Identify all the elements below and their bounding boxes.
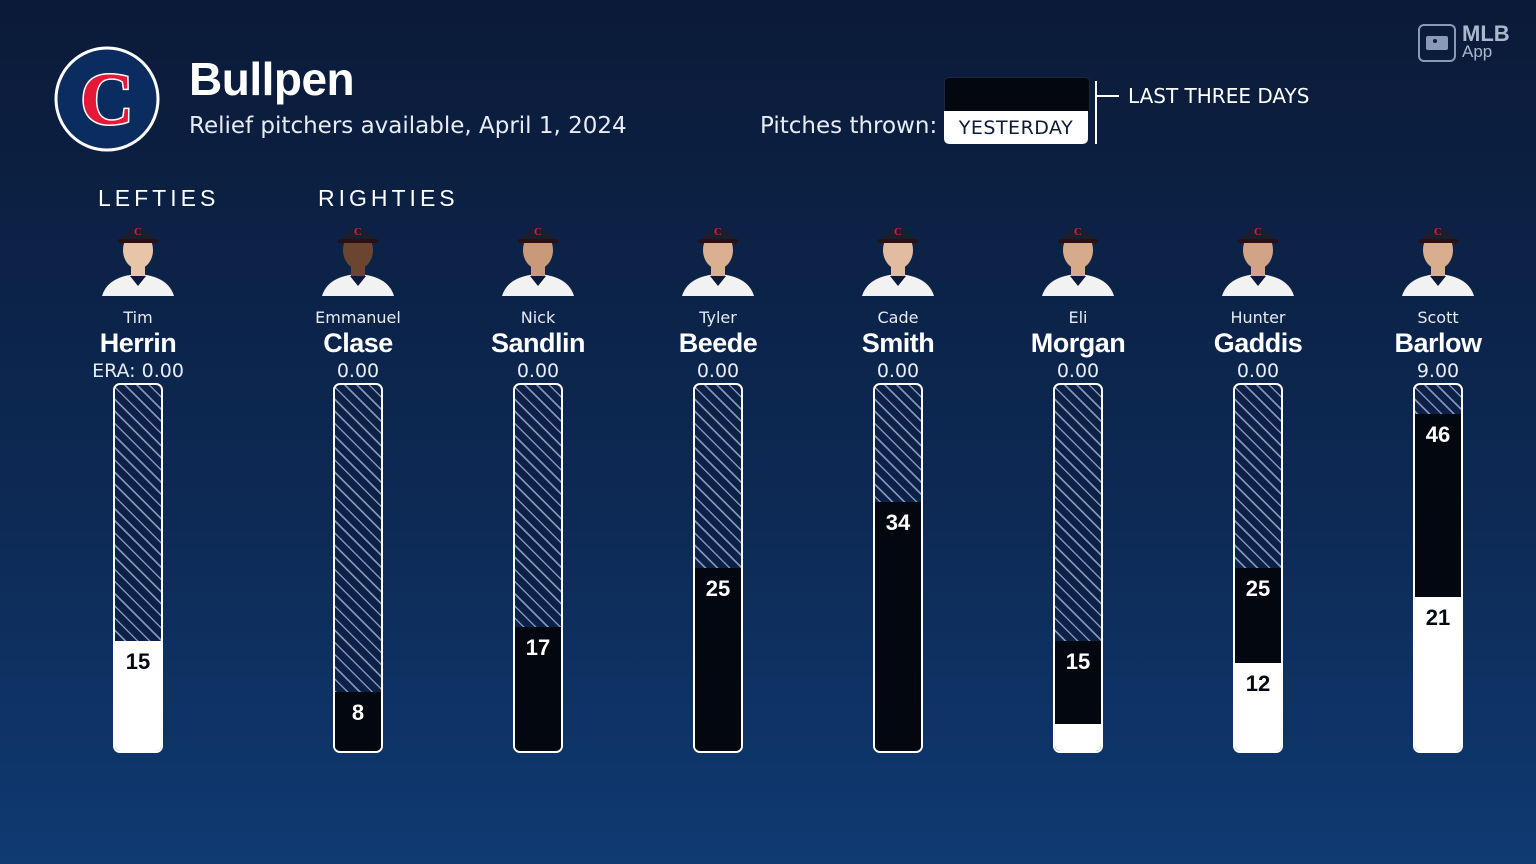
bar-label-yesterday: 15 bbox=[125, 649, 151, 675]
svg-text:C: C bbox=[714, 226, 722, 238]
player-gaddis: C Hunter Gaddis 0.00 bbox=[1173, 214, 1343, 384]
player-last-name: Clase bbox=[323, 328, 393, 358]
bar-segment-three-days bbox=[1235, 568, 1281, 664]
bar-segment-three-days bbox=[695, 568, 741, 751]
player-first-name: Tyler bbox=[699, 308, 737, 327]
mlb-app-brand: MLB App bbox=[1418, 21, 1510, 62]
bar-label-three-days: 8 bbox=[351, 700, 365, 726]
bar-segment-yesterday bbox=[1055, 724, 1101, 751]
player-first-name: Eli bbox=[1068, 308, 1088, 327]
svg-text:C: C bbox=[894, 226, 902, 238]
bar-segment-three-days bbox=[515, 626, 561, 751]
player-photo: C bbox=[1402, 226, 1474, 296]
player-beede: C Tyler Beede 0.00 bbox=[633, 214, 803, 384]
svg-text:C: C bbox=[134, 226, 142, 238]
player-photo: C bbox=[862, 226, 934, 296]
legend-swatch-yesterday: YESTERDAY bbox=[944, 111, 1088, 144]
player-era: 0.00 bbox=[1236, 360, 1280, 382]
bar-label-three-days: 46 bbox=[1425, 422, 1451, 448]
svg-text:C: C bbox=[354, 226, 362, 238]
team-logo: C bbox=[54, 46, 160, 152]
bar-segment-three-days bbox=[875, 502, 921, 751]
svg-text:C: C bbox=[534, 226, 542, 238]
mlb-brand-line1: MLB bbox=[1462, 21, 1510, 46]
player-first-name: Tim bbox=[123, 308, 153, 327]
legend-label: Pitches thrown: bbox=[760, 113, 938, 139]
legend-swatch-three-days bbox=[944, 77, 1090, 112]
player-photo: C bbox=[102, 226, 174, 296]
player-era: 9.00 bbox=[1416, 360, 1460, 382]
bar-label-three-days: 25 bbox=[705, 576, 731, 601]
pitch-bar-clase: 8 bbox=[333, 383, 383, 753]
player-barlow: C Scott Barlow 9.00 bbox=[1353, 214, 1523, 384]
player-last-name: Smith bbox=[861, 328, 935, 358]
pitch-bar-barlow: 46 21 bbox=[1413, 383, 1463, 753]
player-last-name: Morgan bbox=[1030, 328, 1126, 358]
player-first-name: Nick bbox=[520, 308, 556, 327]
player-era: 0.00 bbox=[336, 360, 380, 382]
bar-segment-yesterday bbox=[1235, 663, 1281, 751]
player-smith: C Cade Smith 0.00 bbox=[813, 214, 983, 384]
pitch-bar-beede: 25 bbox=[693, 383, 743, 753]
player-era: 0.00 bbox=[696, 360, 740, 382]
player-last-name: Herrin bbox=[99, 328, 177, 358]
bar-label-three-days: 25 bbox=[1245, 576, 1271, 601]
bar-label-yesterday: 12 bbox=[1245, 671, 1271, 697]
bar-segment-yesterday bbox=[115, 641, 161, 751]
svg-text:C: C bbox=[1254, 226, 1262, 238]
player-era: 0.00 bbox=[1056, 360, 1100, 382]
player-first-name: Scott bbox=[1417, 308, 1459, 327]
bar-segment-yesterday bbox=[1415, 597, 1461, 751]
player-first-name: Emmanuel bbox=[315, 308, 401, 327]
group-label-lefties: LEFTIES bbox=[98, 185, 220, 211]
player-era: ERA: 0.00 bbox=[92, 360, 184, 382]
player-photo: C bbox=[502, 226, 574, 296]
bar-label-three-days: 17 bbox=[525, 634, 551, 660]
player-era: 0.00 bbox=[876, 360, 920, 382]
player-last-name: Barlow bbox=[1394, 328, 1482, 358]
player-last-name: Sandlin bbox=[490, 328, 586, 358]
player-first-name: Cade bbox=[877, 308, 919, 327]
pitch-bar-gaddis: 25 12 bbox=[1233, 383, 1283, 753]
player-clase: C Emmanuel Clase 0.00 bbox=[273, 214, 443, 384]
player-photo: C bbox=[1222, 226, 1294, 296]
legend-last-three-days: LAST THREE DAYS bbox=[1128, 84, 1310, 108]
page-title: Bullpen bbox=[189, 53, 355, 105]
legend-bracket bbox=[1095, 81, 1097, 144]
bar-label-yesterday: 21 bbox=[1425, 605, 1451, 631]
player-photo: C bbox=[322, 226, 394, 296]
svg-text:C: C bbox=[1074, 226, 1082, 238]
bar-segment-three-days bbox=[335, 692, 381, 751]
mlb-logo-icon bbox=[1418, 24, 1456, 62]
page-subtitle: Relief pitchers available, April 1, 2024 bbox=[189, 113, 627, 139]
player-photo: C bbox=[1042, 226, 1114, 296]
player-herrin: C Tim Herrin ERA: 0.00 bbox=[53, 214, 223, 384]
group-label-righties: RIGHTIES bbox=[318, 185, 459, 211]
player-morgan: C Eli Morgan 0.00 bbox=[993, 214, 1163, 384]
bar-label-three-days: 34 bbox=[885, 510, 911, 536]
pitch-bar-smith: 34 bbox=[873, 383, 923, 753]
player-last-name: Beede bbox=[678, 328, 758, 358]
player-first-name: Hunter bbox=[1230, 308, 1286, 327]
bar-segment-three-days bbox=[1415, 414, 1461, 598]
team-logo-letter: C bbox=[80, 59, 133, 141]
player-last-name: Gaddis bbox=[1213, 328, 1303, 358]
pitch-bar-sandlin: 17 bbox=[513, 383, 563, 753]
player-sandlin: C Nick Sandlin 0.00 bbox=[453, 214, 623, 384]
bar-label-three-days: 15 bbox=[1065, 649, 1091, 675]
player-era: 0.00 bbox=[516, 360, 560, 382]
pitch-bar-morgan: 15 bbox=[1053, 383, 1103, 753]
pitch-bar-herrin: 15 bbox=[113, 383, 163, 753]
mlb-brand-line2: App bbox=[1462, 42, 1493, 61]
player-photo: C bbox=[682, 226, 754, 296]
legend-tick bbox=[1095, 95, 1119, 97]
svg-text:C: C bbox=[1434, 226, 1442, 238]
